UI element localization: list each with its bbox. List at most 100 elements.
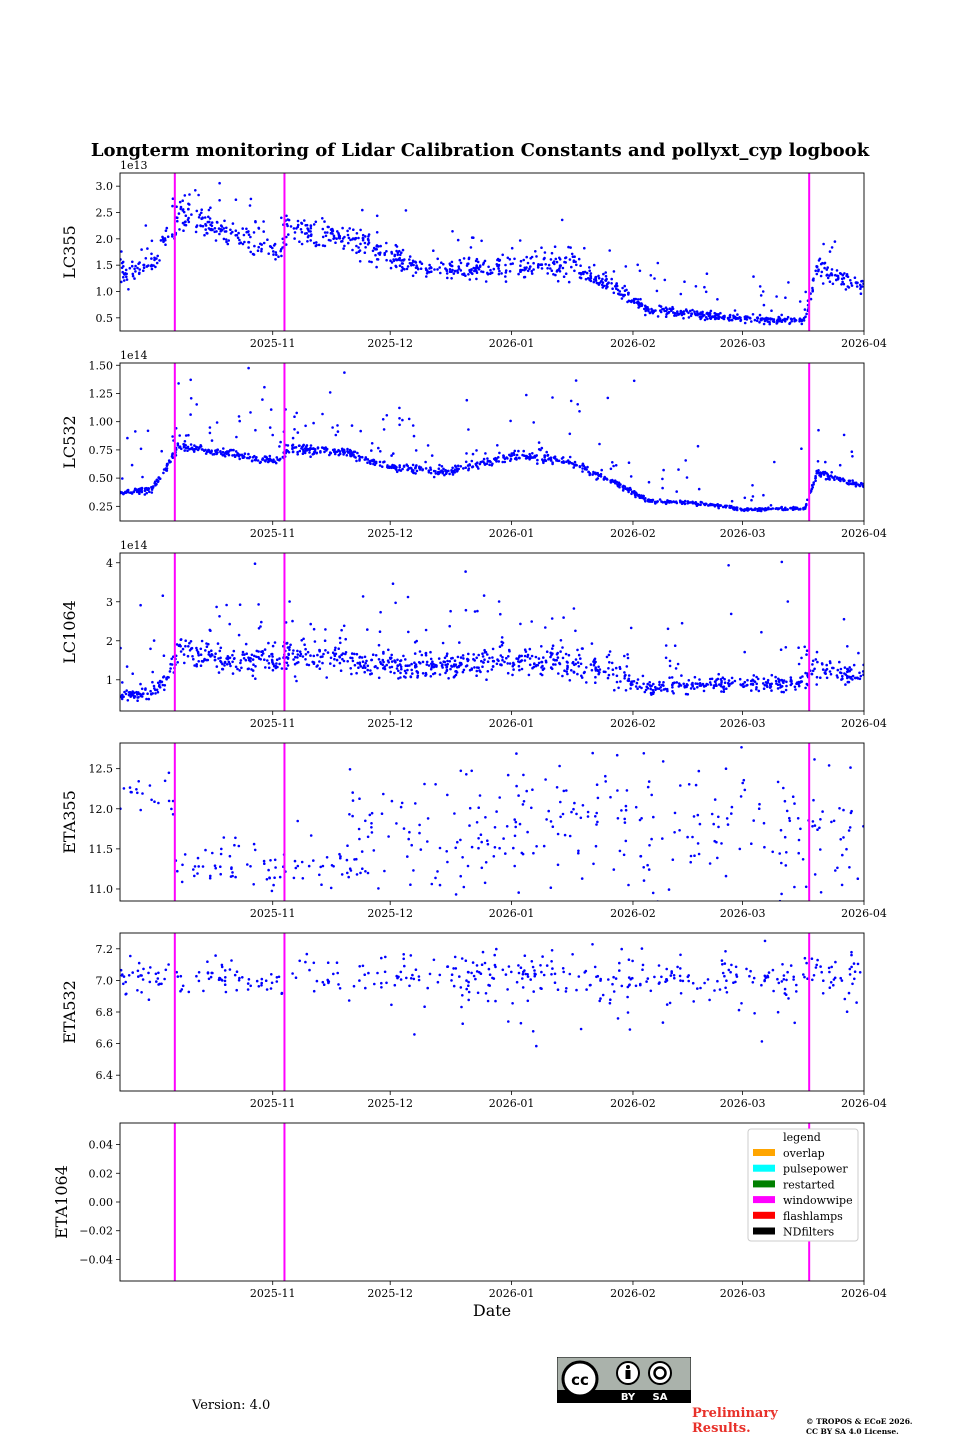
- data-point: [207, 650, 211, 654]
- data-point: [710, 677, 714, 681]
- data-point: [819, 473, 823, 476]
- data-point: [189, 640, 193, 643]
- data-point: [402, 464, 406, 468]
- data-point: [136, 969, 140, 973]
- data-point: [226, 242, 230, 246]
- data-point: [705, 272, 709, 276]
- data-point: [465, 398, 469, 402]
- data-point: [296, 450, 299, 454]
- data-point: [683, 686, 687, 689]
- data-point: [424, 673, 428, 676]
- data-point: [269, 859, 272, 862]
- data-point: [121, 681, 124, 684]
- data-point: [568, 972, 572, 976]
- data-point: [589, 274, 592, 278]
- data-point: [355, 251, 358, 255]
- data-point: [598, 473, 602, 477]
- data-point: [529, 265, 532, 268]
- data-point: [429, 468, 433, 471]
- data-point: [694, 783, 698, 787]
- x-tick-label: 2026-04: [841, 907, 887, 920]
- data-point: [595, 975, 598, 979]
- data-point: [171, 197, 175, 200]
- data-point: [333, 452, 337, 456]
- data-point: [269, 987, 273, 990]
- data-point: [588, 266, 591, 269]
- data-point: [366, 628, 369, 631]
- data-point: [407, 837, 411, 841]
- data-point: [366, 835, 370, 839]
- data-point: [813, 824, 817, 827]
- data-point: [219, 656, 222, 660]
- data-point: [812, 798, 815, 802]
- data-point: [358, 459, 361, 462]
- data-point: [692, 1000, 695, 1003]
- data-point: [845, 481, 849, 485]
- data-point: [171, 813, 175, 816]
- data-point: [198, 446, 201, 449]
- data-point: [150, 491, 154, 494]
- data-point: [782, 681, 785, 684]
- data-point: [665, 1003, 669, 1006]
- data-point: [573, 460, 577, 464]
- data-point: [497, 456, 500, 459]
- data-point: [502, 837, 505, 840]
- data-point: [523, 268, 526, 272]
- data-point: [419, 662, 422, 665]
- y-axis-label: ETA532: [60, 980, 79, 1044]
- data-point: [296, 819, 300, 823]
- data-point: [331, 232, 334, 235]
- axes-frame: [119, 932, 865, 1092]
- data-point: [542, 844, 546, 848]
- data-point: [526, 973, 529, 976]
- data-point: [404, 671, 408, 675]
- cc-text: cc: [571, 1371, 589, 1389]
- data-point: [612, 464, 615, 468]
- data-point: [125, 490, 128, 494]
- data-point: [636, 300, 640, 304]
- data-point: [410, 264, 413, 267]
- data-point: [385, 258, 388, 262]
- data-point: [629, 626, 633, 630]
- data-point: [326, 961, 330, 964]
- data-point: [697, 769, 701, 773]
- data-point: [520, 654, 523, 658]
- data-point: [488, 973, 492, 976]
- data-point: [318, 873, 321, 877]
- data-point: [820, 270, 824, 274]
- data-point: [648, 844, 651, 847]
- data-point: [318, 667, 322, 670]
- data-point: [309, 226, 313, 230]
- data-point: [501, 658, 504, 662]
- y-tick-label: 6.8: [96, 1006, 114, 1019]
- data-point: [508, 662, 512, 665]
- data-point: [199, 664, 203, 667]
- data-point: [343, 244, 346, 248]
- data-point: [785, 851, 788, 854]
- data-point: [342, 659, 346, 663]
- data-point: [819, 891, 823, 894]
- data-point: [784, 296, 787, 300]
- data-point: [484, 861, 488, 864]
- data-point: [324, 234, 328, 238]
- data-point: [796, 817, 800, 820]
- data-point: [550, 667, 554, 671]
- data-point: [562, 461, 566, 464]
- data-point: [396, 664, 400, 667]
- data-point: [312, 421, 315, 425]
- data-point: [456, 840, 459, 844]
- data-point: [491, 656, 494, 659]
- data-point: [195, 445, 198, 449]
- data-point: [196, 872, 199, 875]
- data-point: [612, 270, 616, 273]
- data-point: [448, 660, 452, 663]
- data-point: [664, 644, 668, 647]
- data-point: [411, 424, 415, 427]
- data-point: [578, 410, 581, 413]
- data-point: [247, 658, 251, 662]
- data-point: [649, 685, 652, 688]
- data-point: [786, 315, 790, 319]
- data-point: [739, 683, 742, 686]
- data-point: [497, 267, 500, 270]
- data-point: [134, 264, 137, 268]
